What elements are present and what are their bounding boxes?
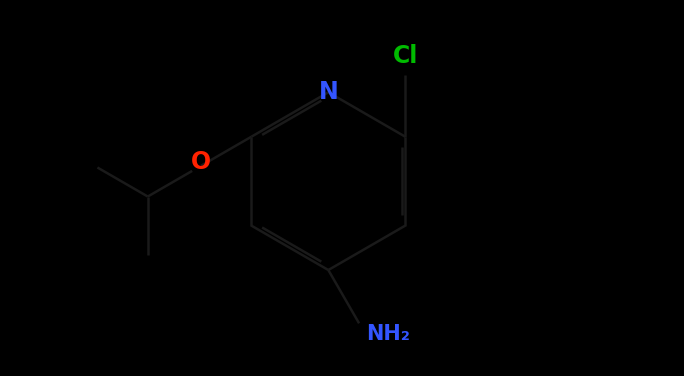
Text: Cl: Cl — [393, 44, 418, 68]
Text: N: N — [319, 80, 338, 104]
Text: NH₂: NH₂ — [366, 324, 410, 344]
Text: O: O — [191, 150, 211, 174]
